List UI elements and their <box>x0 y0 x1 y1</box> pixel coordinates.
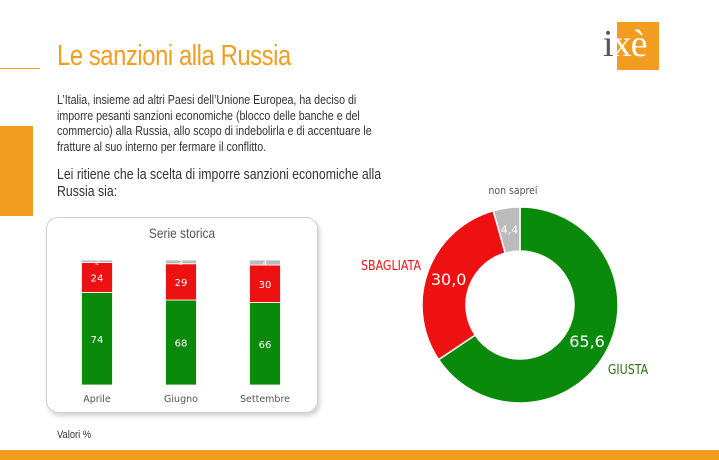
bar-value-label: 2 <box>95 258 99 266</box>
donut-value-label: 65,6 <box>569 332 605 351</box>
bar-value-label: 68 <box>175 339 188 350</box>
bar-value-label: 3 <box>179 259 183 267</box>
donut-value-label: 4,4 <box>501 224 519 237</box>
donut-slice-name: non saprei <box>489 185 538 197</box>
bar-segment <box>249 264 281 303</box>
bar-segment <box>165 299 197 386</box>
bar-segment <box>81 259 113 263</box>
bar-value-label: 24 <box>91 274 104 285</box>
question-text: Lei ritiene che la scelta di imporre san… <box>57 166 382 200</box>
donut-slice-name: GIUSTA <box>608 362 649 377</box>
bar-value-label: 74 <box>91 335 104 346</box>
stacked-bar-chart: 74 24 2 Aprile 68 29 3 Giugno 66 30 4 Settembre <box>81 258 290 405</box>
donut-slice <box>492 206 521 254</box>
intro-text: L’Italia, insieme ad altri Paesi dell’Un… <box>57 92 372 154</box>
title-accent-rule <box>0 68 40 69</box>
bar-segment <box>165 259 197 265</box>
logo-letter: i <box>603 23 614 65</box>
logo-text: ixè <box>603 23 648 65</box>
bar-chart-title: Serie storica <box>148 225 216 241</box>
donut-value-label: 30,0 <box>431 270 467 289</box>
side-accent-bar <box>0 126 33 216</box>
bar-category-label: Aprile <box>83 394 111 405</box>
page-title: Le sanzioni alla Russia <box>57 40 291 72</box>
donut-slice-name: SBAGLIATA <box>361 258 422 273</box>
historical-series-panel: Serie storica 74 24 2 Aprile 68 29 3 Giugno 66 30… <box>46 217 318 413</box>
bar-value-label: 4 <box>263 260 268 268</box>
bar-segment <box>81 292 113 386</box>
bottom-accent-bar <box>0 450 719 460</box>
bar-category-label: Giugno <box>164 394 198 405</box>
logo-letter: è <box>630 23 648 65</box>
ixe-logo: ixè <box>603 22 659 70</box>
bar-value-label: 29 <box>175 278 188 289</box>
bar-value-label: 66 <box>259 340 272 351</box>
donut-slice <box>421 209 507 361</box>
footnote: Valori % <box>57 429 92 441</box>
donut-slice <box>437 206 619 404</box>
logo-box <box>617 22 659 70</box>
bar-value-label: 30 <box>259 280 272 291</box>
logo-letter: x <box>612 23 632 65</box>
bar-category-label: Settembre <box>240 394 290 405</box>
bar-segment <box>249 302 281 386</box>
bar-segment <box>249 259 281 266</box>
